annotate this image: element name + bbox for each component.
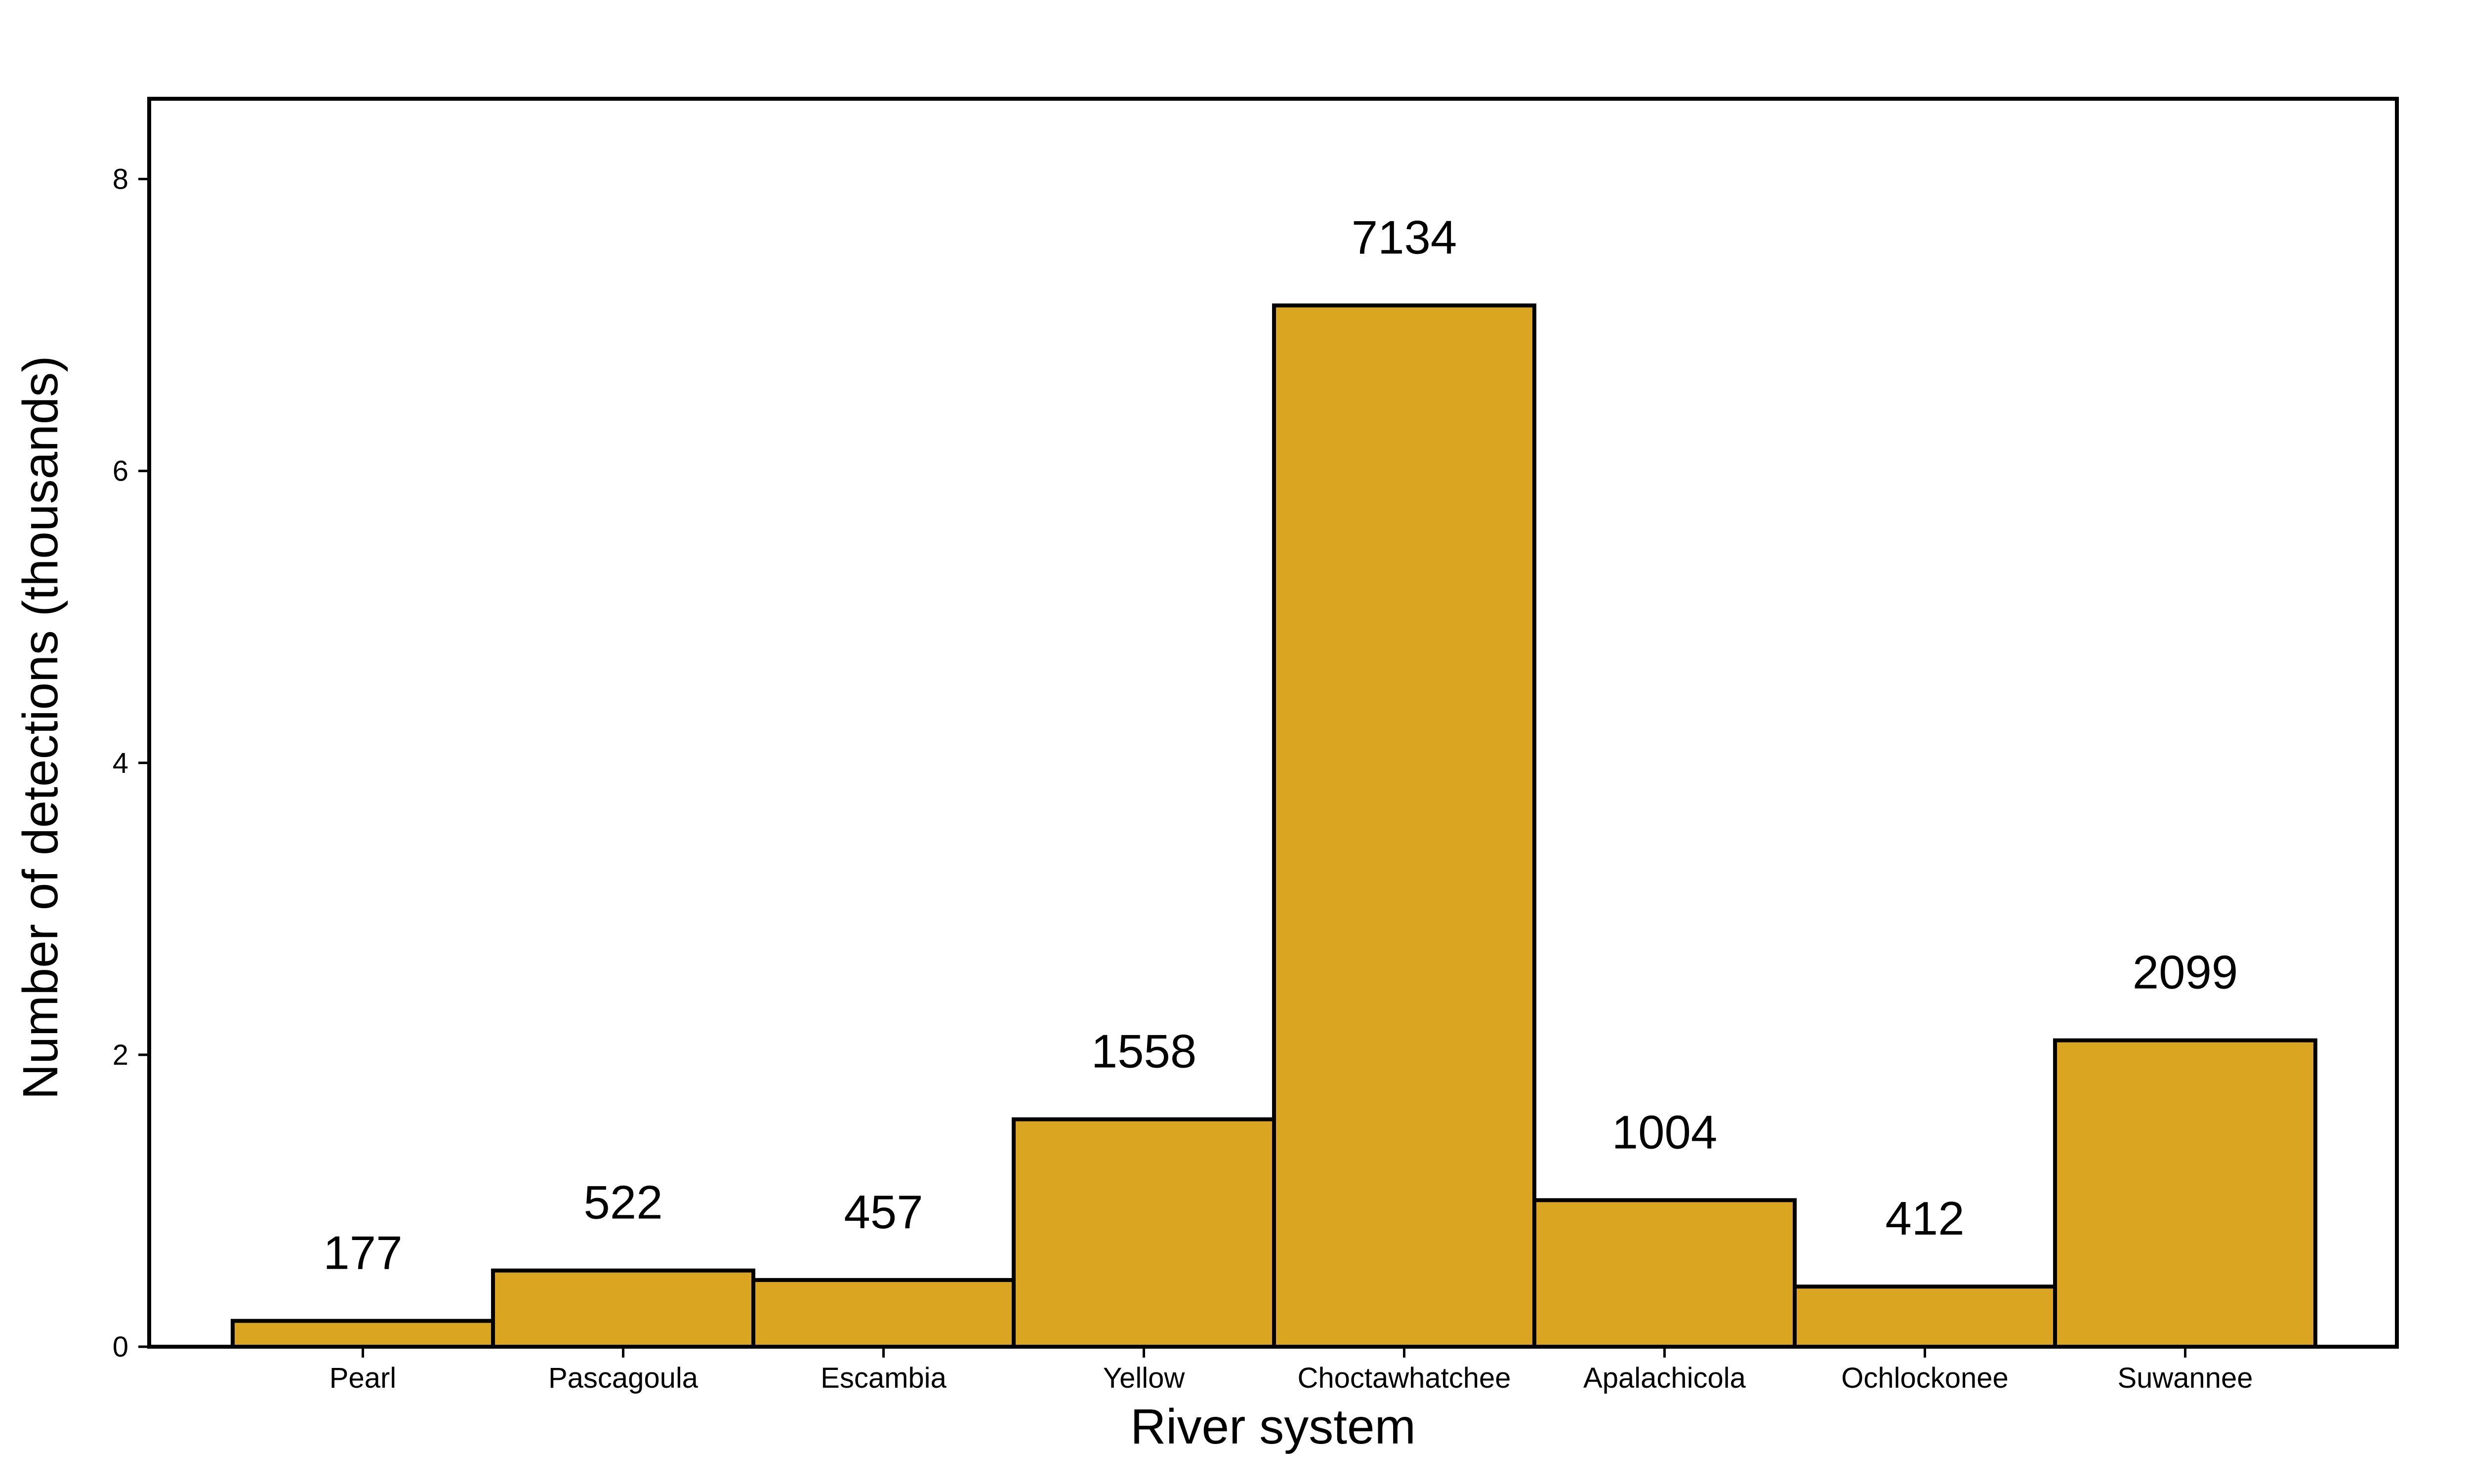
x-tick-label-yellow: Yellow <box>1103 1362 1186 1394</box>
y-tick-label-0: 0 <box>113 1331 128 1363</box>
y-tick-label-4: 4 <box>113 747 128 779</box>
data-labels-layer: 177 522 457 1558 7134 1004 412 2099 <box>323 211 2238 1280</box>
x-tick-label-pearl: Pearl <box>329 1362 396 1394</box>
data-label-choctawhatchee: 7134 <box>1352 211 1457 264</box>
bar-yellow <box>1012 1117 1276 1349</box>
bar-ochlockonee <box>1793 1284 2057 1349</box>
bar-apalachicola <box>1532 1198 1797 1349</box>
data-label-apalachicola: 1004 <box>1612 1106 1718 1159</box>
bar-choctawhatchee <box>1272 303 1536 1349</box>
y-tick-label-6: 6 <box>113 455 128 487</box>
data-label-escambia: 457 <box>844 1186 923 1239</box>
x-tick-label-choctawhatchee: Choctawhatchee <box>1297 1362 1511 1394</box>
x-axis-title: River system <box>1130 1399 1416 1454</box>
y-tick-label-2: 2 <box>113 1039 128 1071</box>
data-label-yellow: 1558 <box>1091 1025 1197 1078</box>
x-tick-label-ochlockonee: Ochlockonee <box>1841 1362 2009 1394</box>
bar-escambia <box>751 1278 1016 1349</box>
data-label-ochlockonee: 412 <box>1885 1192 1964 1245</box>
data-label-suwannee: 2099 <box>2133 946 2238 999</box>
x-tick-label-apalachicola: Apalachicola <box>1583 1362 1746 1394</box>
x-tick-label-pascagoula: Pascagoula <box>548 1362 699 1394</box>
y-tick-label-8: 8 <box>113 163 128 196</box>
bar-suwannee <box>2053 1038 2317 1349</box>
x-tick-label-escambia: Escambia <box>821 1362 947 1394</box>
data-label-pearl: 177 <box>323 1227 402 1280</box>
bar-pascagoula <box>491 1268 755 1349</box>
data-label-pascagoula: 522 <box>583 1176 662 1229</box>
x-tick-label-suwannee: Suwannee <box>2117 1362 2253 1394</box>
plot-frame <box>147 97 2399 1349</box>
bars-layer <box>231 303 2317 1349</box>
y-axis-title: Number of detections (thousands) <box>13 356 68 1099</box>
y-axis-ticks: 0 2 4 6 8 <box>113 163 149 1363</box>
bar-pearl <box>231 1319 495 1349</box>
x-axis-ticks: Pearl Pascagoula Escambia Yellow Choctawhatc… <box>329 1347 2253 1394</box>
